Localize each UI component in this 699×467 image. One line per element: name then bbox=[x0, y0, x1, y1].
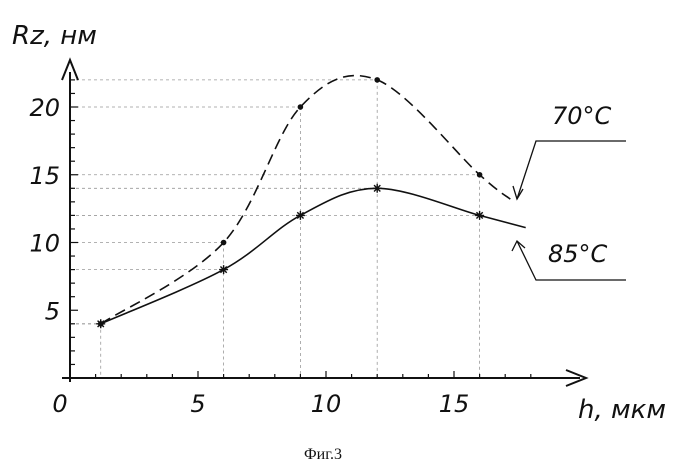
data-point-85c bbox=[475, 211, 484, 220]
legend-label-85c: 85°C bbox=[548, 240, 608, 268]
x-tick-label: 5 bbox=[190, 390, 205, 418]
data-point-70c bbox=[477, 172, 483, 178]
y-tick-label: 15 bbox=[29, 162, 60, 190]
origin-label: 0 bbox=[52, 390, 67, 418]
data-point-85c bbox=[373, 184, 382, 193]
series-line-70c bbox=[101, 76, 511, 324]
data-point-70c bbox=[298, 104, 304, 110]
x-tick-label: 10 bbox=[311, 390, 342, 418]
series-lines bbox=[101, 76, 526, 324]
guide-lines bbox=[70, 80, 480, 378]
data-markers bbox=[96, 77, 484, 328]
tick-labels: 5 10 15 5 10 15 20 0 bbox=[29, 94, 469, 418]
data-point-85c bbox=[296, 211, 305, 220]
x-axis-label: h, мкм bbox=[578, 395, 666, 425]
data-point-70c bbox=[374, 77, 380, 83]
data-point-70c bbox=[221, 240, 227, 246]
legend-label-70c: 70°C bbox=[552, 102, 612, 130]
y-axis-label: Rz, нм bbox=[12, 21, 97, 51]
y-tick-label: 5 bbox=[45, 297, 60, 325]
leader-70c bbox=[517, 141, 626, 199]
data-point-85c bbox=[219, 265, 228, 274]
y-tick-label: 20 bbox=[29, 94, 60, 122]
leader-70c-arrow bbox=[513, 186, 523, 199]
series-line-85c bbox=[101, 188, 526, 323]
y-tick-label: 10 bbox=[29, 230, 60, 258]
figure-caption: Фиг.3 bbox=[304, 446, 342, 463]
x-tick-label: 15 bbox=[439, 390, 470, 418]
data-point-85c bbox=[96, 319, 105, 328]
leader-85c-arrow bbox=[512, 241, 525, 251]
